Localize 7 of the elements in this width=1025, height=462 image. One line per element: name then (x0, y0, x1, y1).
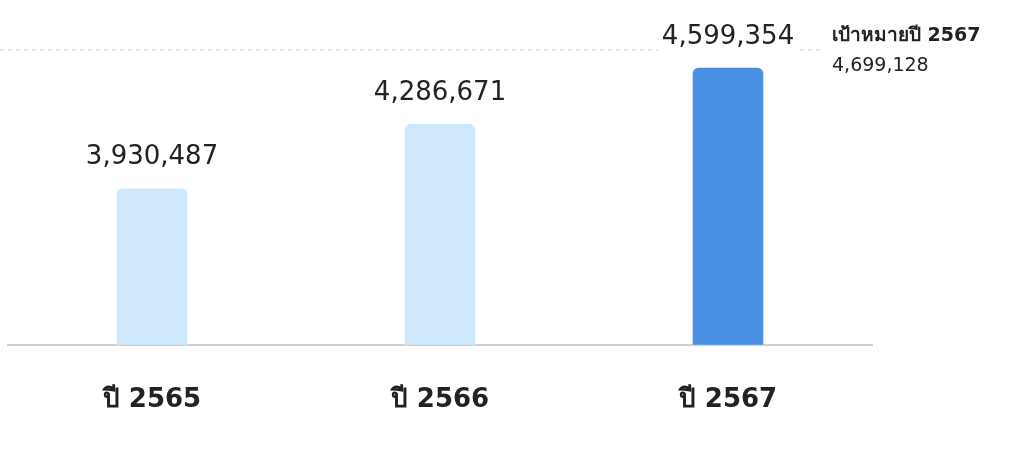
x-tick-label: ปี 2566 (389, 383, 490, 414)
data-label: 4,599,354 (661, 19, 795, 50)
x-tick-label: ปี 2567 (677, 383, 778, 414)
data-label: 3,930,487 (85, 140, 219, 171)
ref-line-label: เป้าหมายปี 2567 4,699,128 (832, 22, 981, 75)
data-label: 4,286,671 (373, 76, 507, 107)
x-tick-label: ปี 2565 (101, 383, 202, 414)
